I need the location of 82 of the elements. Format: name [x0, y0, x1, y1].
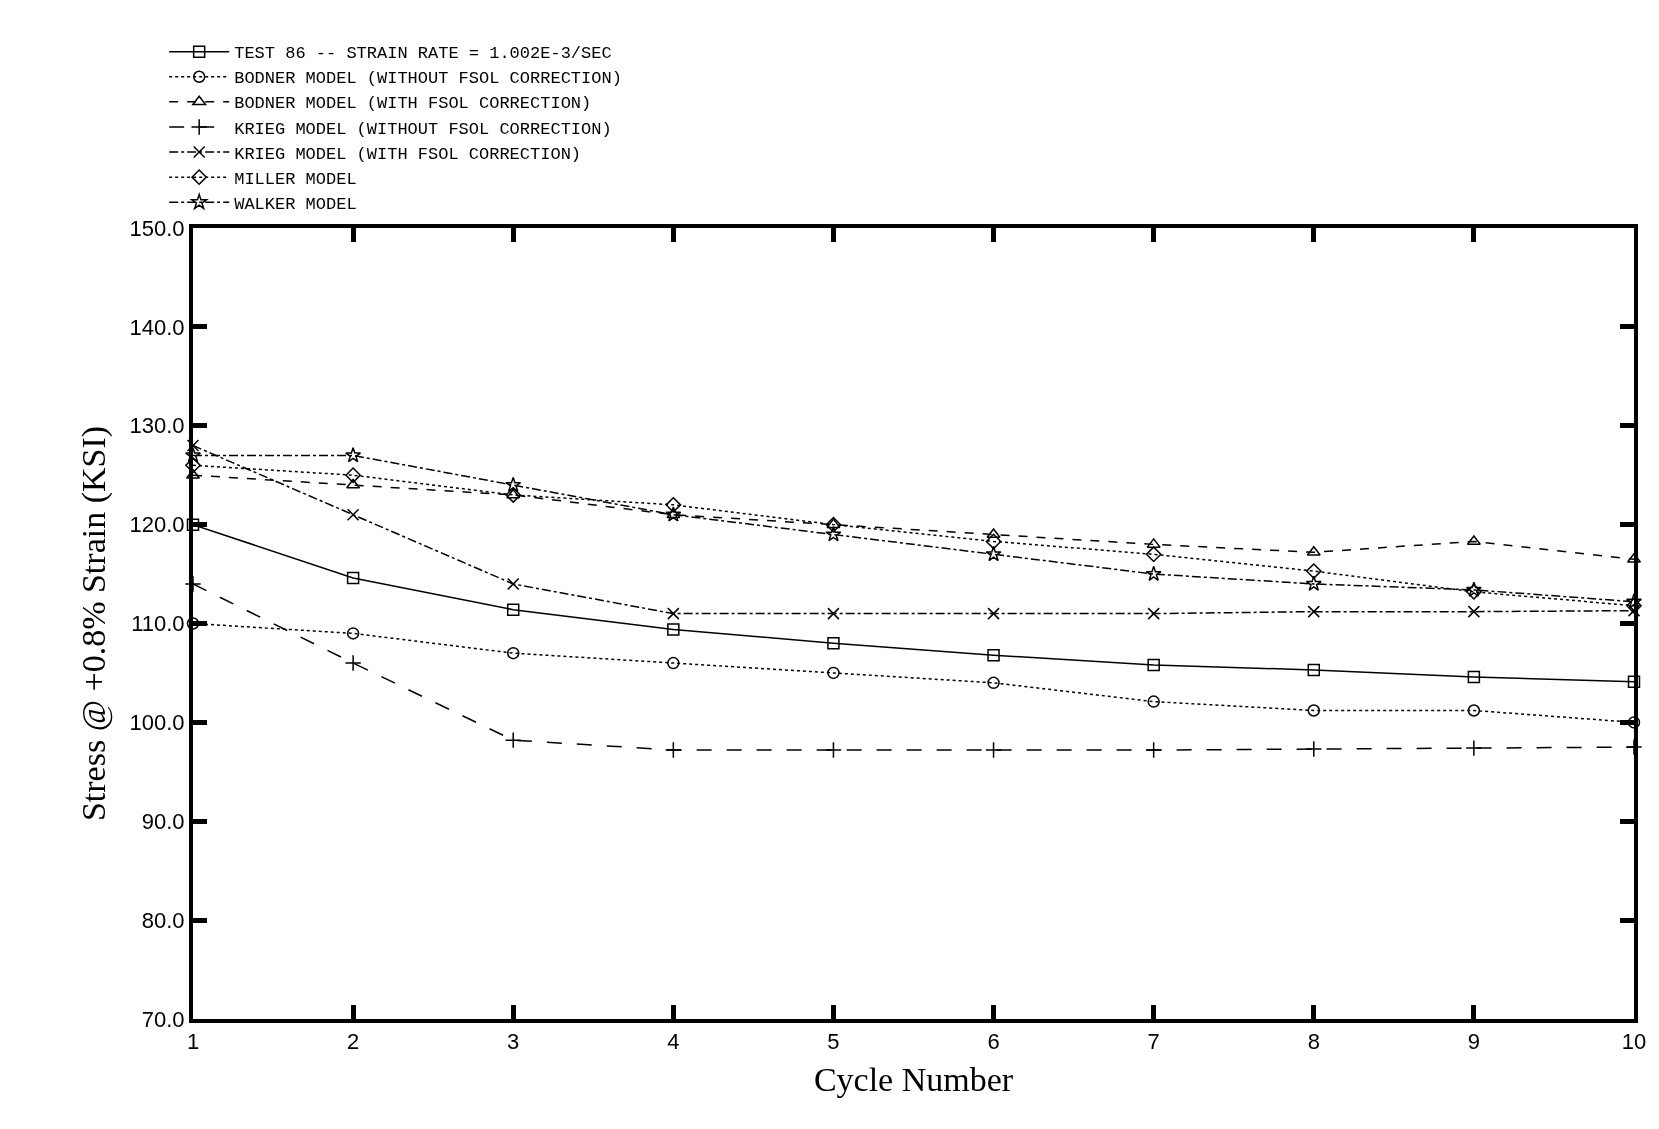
- point: [824, 741, 842, 759]
- point: [346, 571, 360, 585]
- y-axis-title: Stress @ +0.8% Strain (KSI): [74, 425, 113, 822]
- y-tick-label: 150.0: [129, 215, 185, 241]
- point: [986, 528, 1001, 539]
- point: [346, 478, 361, 489]
- point: [826, 518, 841, 529]
- x-tick-label: 7: [1147, 1029, 1160, 1055]
- legend-label: WALKER MODEL: [234, 194, 357, 214]
- point: [1305, 563, 1322, 579]
- point: [985, 533, 1002, 550]
- point: [1467, 670, 1481, 684]
- x-tick-label: 1: [186, 1029, 200, 1055]
- point: [345, 446, 362, 463]
- point: [1465, 739, 1483, 757]
- point: [987, 648, 1000, 662]
- point: [1147, 658, 1160, 672]
- x-axis-title: Cycle Number: [813, 1061, 1014, 1099]
- point: [505, 487, 522, 503]
- point: [827, 666, 840, 680]
- point: [827, 607, 840, 620]
- point: [186, 518, 200, 531]
- y-tick-label: 80.0: [141, 907, 185, 933]
- legend-label: BODNER MODEL (WITHOUT FSOL CORRECTION): [234, 69, 622, 89]
- y-tick-label: 90.0: [141, 808, 185, 834]
- point: [1307, 704, 1321, 717]
- point: [1147, 607, 1160, 620]
- legend-label: MILLER MODEL: [234, 169, 357, 189]
- point: [985, 741, 1003, 759]
- point: [506, 603, 520, 616]
- point: [825, 516, 842, 533]
- x-tick-label: 9: [1467, 1029, 1481, 1055]
- legend-label: KRIEG MODEL (WITHOUT FSOL CORRECTION): [234, 119, 612, 139]
- point: [1305, 575, 1322, 591]
- x-tick-label: 4: [667, 1029, 680, 1055]
- point: [987, 607, 1000, 620]
- point: [665, 496, 682, 513]
- legend-label: TEST 86 -- STRAIN RATE = 1.002E-3/SEC: [234, 44, 612, 64]
- point: [667, 607, 680, 620]
- point: [1627, 675, 1641, 689]
- point: [1307, 605, 1321, 618]
- x-tick-label: 2: [346, 1029, 360, 1055]
- point: [667, 623, 680, 636]
- point: [505, 476, 522, 493]
- y-tick-label: 70.0: [141, 1006, 185, 1032]
- point: [825, 526, 842, 542]
- point: [506, 488, 521, 499]
- y-tick-label: 100.0: [129, 710, 185, 736]
- y-tick-label: 140.0: [129, 314, 185, 340]
- point: [827, 637, 840, 650]
- point: [664, 741, 682, 759]
- x-tick-label: 3: [507, 1029, 520, 1055]
- point: [1467, 704, 1481, 717]
- point: [1145, 546, 1162, 563]
- point: [345, 467, 362, 484]
- x-tick-label: 5: [827, 1029, 840, 1055]
- point: [1626, 597, 1642, 614]
- x-tick-label: 8: [1307, 1029, 1320, 1055]
- point: [504, 731, 522, 749]
- point: [346, 508, 360, 521]
- y-tick-label: 130.0: [129, 413, 185, 439]
- point: [1145, 741, 1163, 759]
- point: [1307, 663, 1321, 677]
- point: [667, 656, 680, 670]
- point: [985, 545, 1002, 562]
- point: [344, 654, 362, 672]
- y-tick-label: 120.0: [129, 512, 185, 538]
- point: [506, 646, 520, 660]
- point: [506, 577, 520, 591]
- point: [185, 457, 201, 474]
- x-tick-label: 6: [987, 1029, 1000, 1055]
- point: [1145, 565, 1162, 582]
- legend-label: KRIEG MODEL (WITH FSOL CORRECTION): [234, 144, 582, 164]
- point: [1305, 740, 1323, 758]
- point: [1147, 695, 1160, 708]
- point: [987, 676, 1000, 690]
- y-tick-label: 110.0: [131, 611, 185, 637]
- point: [184, 446, 202, 463]
- legend-label: BODNER MODEL (WITH FSOL CORRECTION): [234, 94, 592, 114]
- point: [1467, 605, 1481, 618]
- point: [346, 627, 360, 640]
- x-tick-label: 10: [1621, 1029, 1647, 1055]
